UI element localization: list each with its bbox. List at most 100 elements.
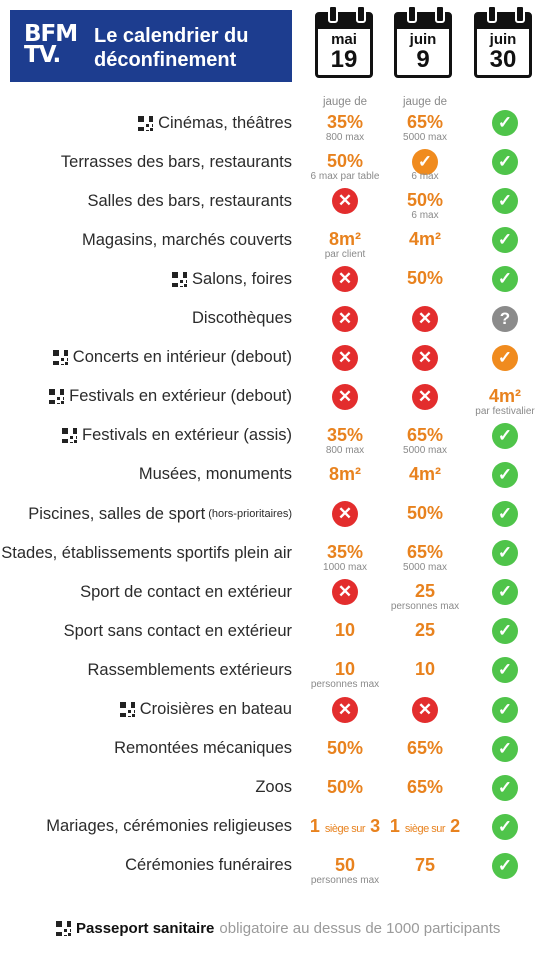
cell-1: ✕ [300,300,390,338]
cell-1: ✕ [300,182,390,220]
cell-2: 4m² [380,221,470,259]
cell-3: ? [460,300,547,338]
green-check-icon: ✓ [492,501,518,527]
seat-ratio: 1 siège sur 3 [300,816,390,839]
table-row: Festivals en extérieur (debout) ✕ ✕ 4m² par … [0,378,547,417]
cell-1: ✕ [300,573,390,611]
cell-2: 25 [380,612,470,650]
row-label: Piscines, salles de sport (hors-prioritai… [28,495,292,533]
row-label-note: (hors-prioritaires) [208,508,292,520]
value: 35% [326,112,364,132]
value: 4m² [408,229,441,250]
seat-ratio: 1 siège sur 2 [380,816,470,839]
qr-code-icon [118,701,136,718]
value-note: 800 max [325,444,365,456]
qr-code-icon [51,349,69,367]
footer-bold: Passeport sanitaire [76,920,215,937]
table-row: Discothèques ✕ ✕? [0,300,547,338]
table-row: Cérémonies funéraires 50 personnes max 75 ✓ [0,847,547,886]
value: 65% [406,112,444,132]
cell-3: ✓ [460,534,547,572]
cell-1: 50% 6 max par table [300,143,390,183]
orange-check-icon: ✓ [492,344,518,371]
calendar-month: juin [489,31,517,48]
green-check-icon: ✓ [492,188,518,215]
value: 4m² [408,463,441,484]
green-check-icon: ✓ [492,579,518,606]
cell-3: ✓ [460,691,547,729]
cell-2: 65% 5000 max [380,417,470,456]
value: 50% [406,190,444,211]
row-label-text: Croisières en bateau [139,700,292,718]
cell-2: 1 siège sur 2 [380,808,470,846]
row-label: Stades, établissements sportifs plein ai… [0,534,292,572]
footer-text: obligatoire au dessus de 1000 participan… [219,920,501,937]
cell-3: ✓ [460,417,547,455]
header-banner: BFM TV. Le calendrier du déconfinement [10,10,292,82]
table-row: Rassemblements extérieurs 10 personnes max… [0,651,547,690]
value-note: 5000 max [403,562,447,574]
cell-1: jauge de 35% 800 max [300,96,390,143]
row-label: Remontées mécaniques [114,730,292,768]
table-row: Salles des bars, restaurants ✕ 50% 6 max ✓ [0,182,547,222]
cell-3: 4m² par festivalier [460,378,547,417]
cell-2: 50% 6 max [380,182,470,222]
row-label: Magasins, marchés couverts [82,221,292,259]
cell-1: 50% [300,769,390,807]
red-cross-icon: ✕ [332,305,358,332]
row-label-text: Festivals en extérieur (assis) [82,426,292,445]
value: 10 [334,659,356,680]
value-note: 5000 max [403,444,447,456]
value-note: personnes max [390,601,460,613]
value: 25 [414,581,436,602]
cell-3: ✓ [460,730,547,768]
cell-3: ✓ [460,104,547,142]
value-note: par festivalier [475,405,535,417]
qr-code-icon [61,427,79,445]
value: 35% [326,542,364,563]
row-label-text: Stades, établissements sportifs plein ai… [1,543,292,562]
seat-count: 1 [389,815,400,836]
row-label-text: Zoos [255,778,292,797]
value-note: 6 max [411,210,439,222]
table-row: Concerts en intérieur (debout) ✕ ✕ ✓ [0,339,547,377]
cell-1: 10 [300,612,390,650]
qr-code-icon [48,388,66,406]
value: 50 [334,854,356,875]
logo-line-2: TV. [24,42,61,68]
value-note: 6 max par table [310,171,380,183]
cell-2: ✓ 6 max [380,143,470,182]
cell-1: ✕ [300,691,390,729]
value: 8m² [328,229,361,250]
qr-code-icon [55,920,72,937]
red-cross-icon: ✕ [332,579,358,606]
cell-3: ✓ [460,260,547,298]
row-label-text: Concerts en intérieur (debout) [72,348,292,367]
value: 10 [414,659,436,680]
cell-1: ✕ [300,260,390,298]
table-row: Mariages, cérémonies religieuses 1 siège … [0,808,547,846]
green-check-icon: ✓ [492,540,518,567]
qr-code-icon [137,114,155,132]
cell-1: 1 siège sur 3 [300,808,390,846]
table-row: Zoos 50% 65% ✓ [0,769,547,807]
red-cross-icon: ✕ [412,383,438,410]
row-label-text: Sport sans contact en extérieur [63,621,292,640]
table-row: Cinémas, théâtres jauge de 35% 800 max jauge… [0,96,547,143]
row-label-text: Cinémas, théâtres [158,113,292,132]
row-label: Terrasses des bars, restaurants [61,143,292,181]
green-check-icon: ✓ [492,149,518,176]
row-label-text: Salons, foires [192,269,292,288]
calendar-icon-june-9: juin 9 [394,5,452,78]
row-label: Salons, foires [171,260,292,298]
row-label-text: Remontées mécaniques [114,739,292,758]
cell-2: 10 [380,651,470,689]
value-note: 1000 max [323,562,367,574]
green-check-icon: ✓ [492,852,518,879]
value-note: personnes max [310,874,380,886]
title-line-1: Le calendrier du [94,25,249,47]
calendar-day: 9 [416,46,430,73]
cell-1: 50% [300,730,390,768]
row-label: Rassemblements extérieurs [88,651,293,689]
cell-1: ✕ [300,339,390,377]
